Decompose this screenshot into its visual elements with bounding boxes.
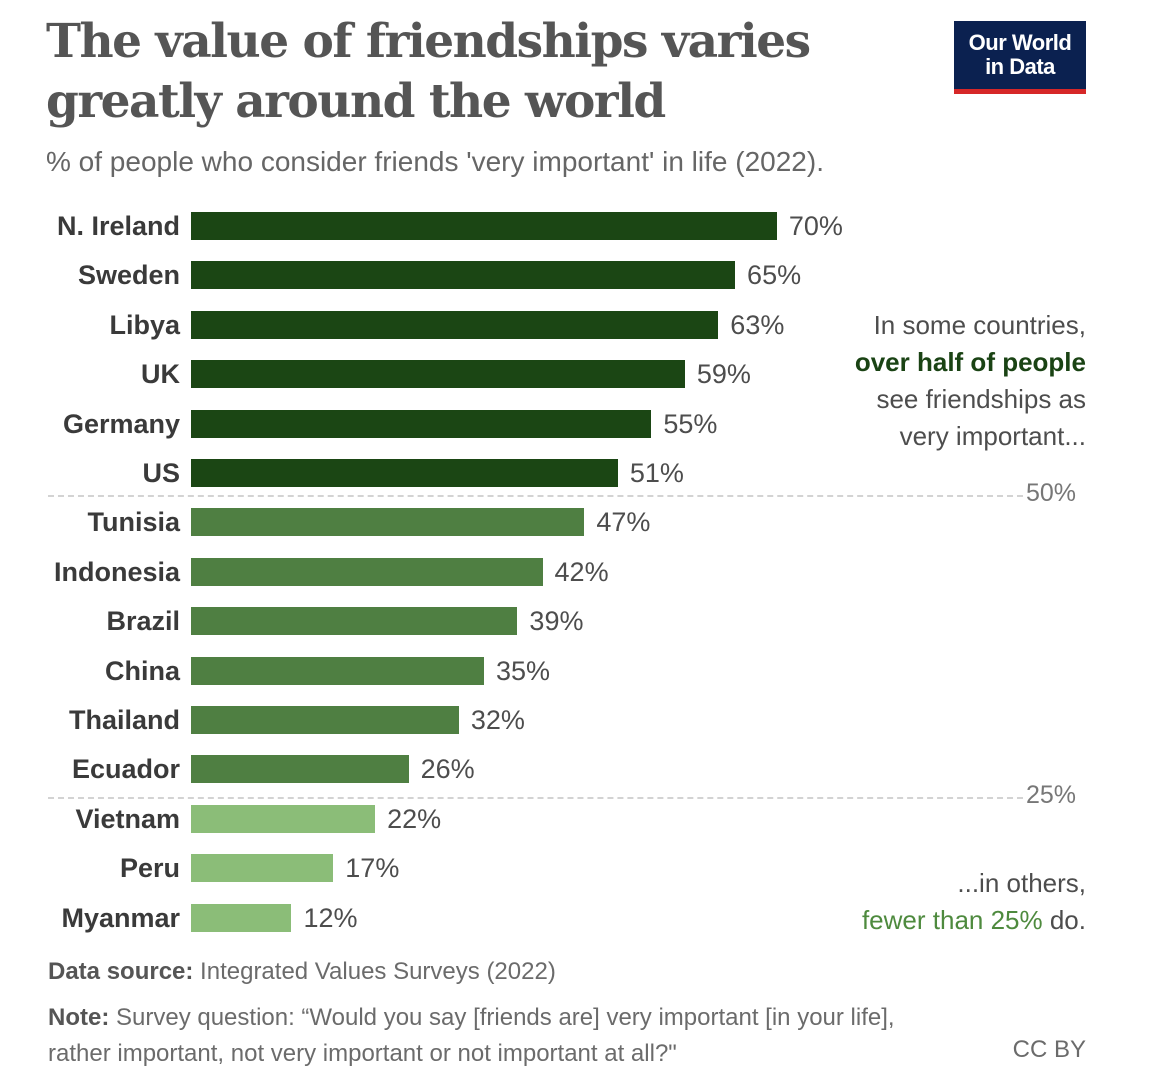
note-text: Survey question: “Would you say [friends… — [48, 1004, 895, 1067]
reference-line-50 — [48, 495, 1023, 497]
chart-subtitle: % of people who consider friends 'very i… — [46, 146, 824, 177]
annotation-bottom: ...in others, fewer than 25% do. — [862, 865, 1086, 939]
logo-line2: in Data — [985, 54, 1055, 79]
annotation-bottom-line1: ...in others, — [957, 868, 1086, 898]
country-label: Ecuador — [71, 754, 180, 785]
bar[interactable] — [191, 508, 585, 537]
country-label: Brazil — [106, 606, 180, 637]
bar[interactable] — [191, 706, 459, 734]
value-label: 12% — [303, 902, 358, 933]
data-source: Data source: Integrated Values Surveys (… — [48, 958, 556, 986]
reference-label-25: 25% — [1026, 781, 1077, 809]
bar[interactable] — [191, 755, 409, 784]
value-label: 32% — [470, 705, 525, 735]
value-label: 51% — [629, 458, 684, 488]
annotation-bottom-suffix: do. — [1042, 905, 1086, 935]
value-label: 17% — [345, 853, 400, 884]
annotation-bottom-highlight: fewer than 25% — [861, 905, 1043, 935]
country-label: Indonesia — [53, 556, 180, 587]
owid-logo[interactable]: Our World in Data — [954, 21, 1086, 94]
bar[interactable] — [191, 656, 484, 685]
country-label: Sweden — [77, 260, 180, 291]
bar[interactable] — [191, 903, 292, 932]
country-label: China — [104, 655, 180, 686]
country-label: Myanmar — [61, 902, 180, 933]
bar[interactable] — [191, 409, 652, 438]
bar[interactable] — [191, 212, 777, 240]
country-label: UK — [141, 359, 180, 390]
note: Note: Survey question: “Would you say [f… — [48, 1000, 948, 1072]
country-label: Libya — [109, 309, 180, 340]
source-text: Integrated Values Surveys (2022) — [193, 958, 556, 985]
country-label: US — [142, 458, 180, 488]
reference-label-50: 50% — [1026, 479, 1077, 507]
source-label: Data source: — [48, 958, 194, 985]
country-label: Tunisia — [87, 507, 180, 538]
country-label: N. Ireland — [56, 211, 180, 241]
country-label: Peru — [119, 853, 180, 884]
annotation-top: In some countries, over half of people s… — [855, 307, 1086, 455]
value-label: 22% — [387, 803, 442, 834]
chart-title: The value of friendships varies greatly … — [46, 14, 811, 129]
bar[interactable] — [191, 261, 736, 290]
value-label: 63% — [730, 309, 785, 340]
annotation-top-line4: very important... — [899, 421, 1086, 451]
value-label: 65% — [747, 260, 802, 291]
annotation-top-highlight: over half of people — [854, 347, 1086, 377]
bar[interactable] — [191, 459, 618, 487]
value-label: 70% — [788, 211, 843, 241]
reference-line-25 — [48, 797, 1023, 799]
annotation-top-line1: In some countries, — [873, 310, 1086, 340]
bar[interactable] — [191, 310, 719, 339]
bar[interactable] — [191, 360, 685, 389]
logo-line1: Our World — [968, 30, 1072, 55]
note-label: Note: — [48, 1004, 110, 1031]
country-label: Thailand — [68, 705, 180, 735]
value-label: 26% — [420, 754, 475, 785]
annotation-top-line3: see friendships as — [876, 384, 1086, 414]
bar[interactable] — [191, 854, 334, 883]
country-label: Vietnam — [75, 803, 180, 834]
country-label: Germany — [62, 408, 180, 439]
value-label: 59% — [696, 359, 751, 390]
value-label: 39% — [529, 606, 584, 637]
value-label: 42% — [554, 556, 609, 587]
bar[interactable] — [191, 804, 376, 833]
bar[interactable] — [191, 607, 518, 636]
license[interactable]: CC BY — [1012, 1036, 1086, 1063]
value-label: 47% — [596, 507, 651, 538]
value-label: 35% — [495, 655, 550, 686]
bar[interactable] — [191, 557, 543, 586]
value-label: 55% — [663, 408, 718, 439]
